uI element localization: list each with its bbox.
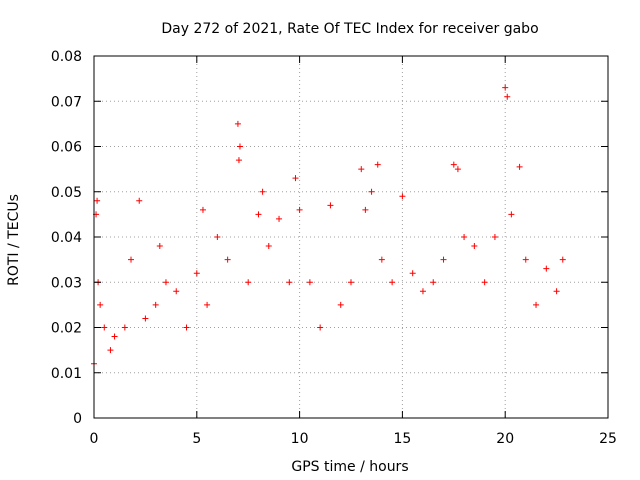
data-point [378, 256, 385, 263]
y-tick-label: 0.03 [51, 275, 82, 291]
data-point [481, 279, 488, 286]
data-point [502, 84, 509, 91]
data-point [152, 301, 159, 308]
data-point [317, 324, 324, 331]
data-point [522, 256, 529, 263]
data-point [183, 324, 190, 331]
data-point [440, 256, 447, 263]
y-tick-label: 0.02 [51, 321, 82, 337]
data-point [259, 188, 266, 195]
data-point [409, 270, 416, 277]
data-point [107, 347, 114, 354]
grid-lines [94, 56, 608, 418]
data-point [101, 324, 108, 331]
data-point [362, 206, 369, 213]
y-tick-label: 0.07 [51, 94, 82, 110]
data-point [142, 315, 149, 322]
x-tick-label: 20 [496, 431, 514, 447]
data-point [236, 143, 243, 150]
y-tick-label: 0.04 [51, 230, 82, 246]
x-tick-label: 5 [192, 431, 201, 447]
data-point [94, 197, 101, 204]
data-point [121, 324, 128, 331]
data-point [450, 161, 457, 168]
data-point [97, 301, 104, 308]
data-point [128, 256, 135, 263]
data-point [419, 288, 426, 295]
data-point [235, 157, 242, 164]
data-point [156, 243, 163, 250]
y-tick-label: 0.05 [51, 185, 82, 201]
data-point [358, 166, 365, 173]
data-point [399, 193, 406, 200]
x-tick-label: 15 [393, 431, 411, 447]
data-point [508, 211, 515, 218]
data-point [199, 206, 206, 213]
data-points [91, 84, 566, 367]
data-point [286, 279, 293, 286]
data-point [368, 188, 375, 195]
x-tick-label: 25 [599, 431, 617, 447]
data-point [327, 202, 334, 209]
data-point [533, 301, 540, 308]
y-axis-label: ROTI / TECUs [6, 194, 22, 286]
data-point [224, 256, 231, 263]
data-point [516, 163, 523, 170]
data-point [162, 279, 169, 286]
data-point [491, 234, 498, 240]
y-tick-label: 0.08 [51, 49, 82, 65]
data-point [292, 175, 299, 182]
x-axis-label: GPS time / hours [291, 459, 408, 475]
data-point [454, 166, 461, 173]
data-point [306, 279, 313, 286]
data-point [461, 234, 468, 240]
data-point [214, 234, 221, 240]
y-tick-label: 0 [73, 411, 82, 427]
x-tick-label: 10 [291, 431, 309, 447]
data-point [276, 215, 283, 222]
data-point [374, 161, 381, 168]
data-point [348, 279, 354, 286]
data-point [471, 243, 478, 250]
data-point [543, 265, 550, 272]
x-tick-label: 0 [90, 431, 99, 447]
data-point [111, 333, 118, 340]
data-point [265, 243, 272, 250]
data-point [136, 197, 143, 204]
data-point [296, 206, 303, 213]
data-point [204, 301, 211, 308]
chart-title: Day 272 of 2021, Rate Of TEC Index for r… [161, 21, 538, 37]
data-point [173, 288, 180, 295]
data-point [389, 279, 396, 286]
data-point [245, 279, 252, 286]
data-point [553, 288, 560, 295]
data-point [504, 93, 511, 100]
data-point [559, 256, 566, 263]
data-point [193, 270, 200, 277]
y-tick-label: 0.01 [51, 366, 82, 382]
data-point [255, 211, 262, 218]
data-point [430, 279, 437, 286]
y-tick-label: 0.06 [51, 140, 82, 156]
data-point [234, 120, 241, 127]
data-point [337, 301, 344, 308]
axis-ticks: 0 0.01 0.02 0.03 0.04 0.05 0.06 0.07 0.08 0 5 10 15 2… [51, 49, 617, 447]
